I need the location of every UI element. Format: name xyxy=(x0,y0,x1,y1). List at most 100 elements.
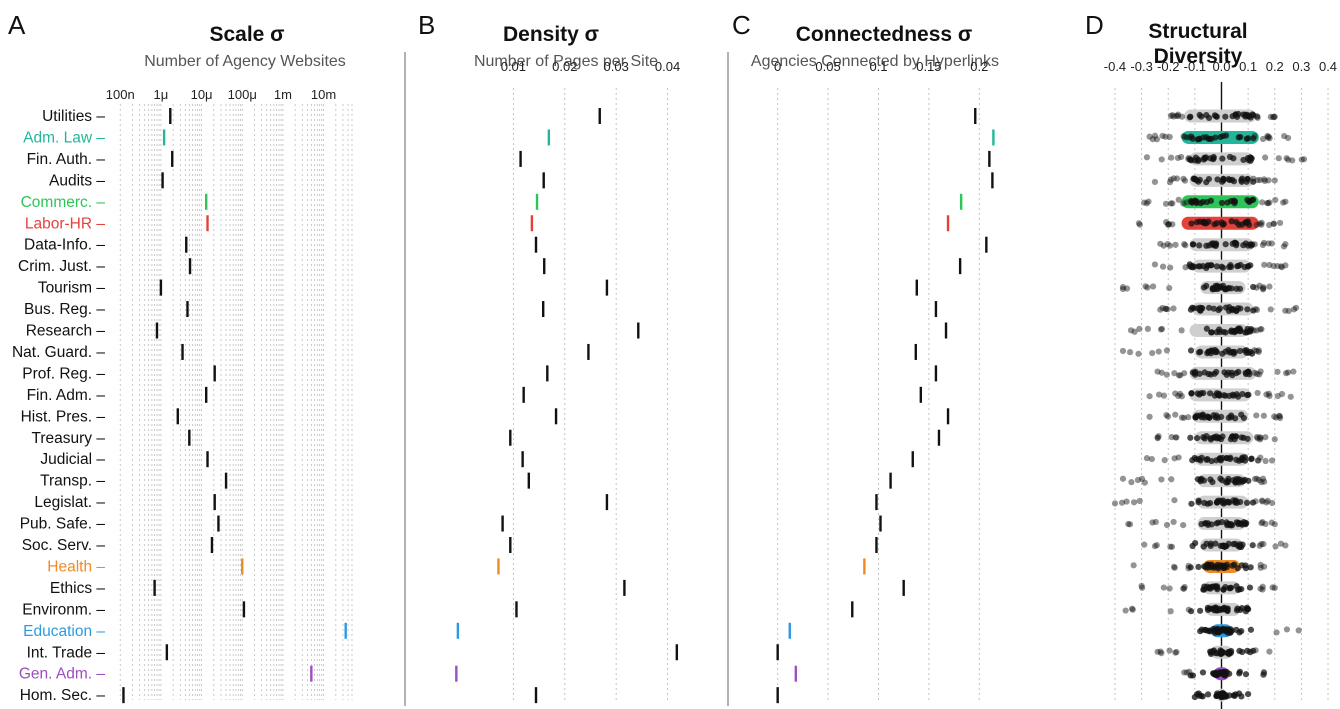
diversity-dot xyxy=(1227,585,1234,592)
diversity-dot xyxy=(1164,413,1172,420)
diversity-dot xyxy=(1204,413,1211,420)
diversity-dot xyxy=(1134,476,1142,484)
diversity-dot xyxy=(1158,156,1165,163)
diversity-dot xyxy=(1149,136,1156,143)
diversity-dot xyxy=(1197,478,1204,485)
diversity-dot xyxy=(1150,283,1157,290)
diversity-dot xyxy=(1171,455,1178,462)
diversity-dot xyxy=(1245,391,1252,398)
diversity-dot xyxy=(1298,156,1305,163)
diversity-dot xyxy=(1274,392,1281,400)
category-label: Crim. Just. – xyxy=(18,258,105,275)
diversity-dot xyxy=(1164,221,1172,228)
diversity-dot xyxy=(1197,307,1204,314)
diversity-dot xyxy=(1195,563,1202,571)
diversity-dot xyxy=(1141,541,1148,548)
diversity-dot xyxy=(1151,261,1159,268)
diversity-dot xyxy=(1178,113,1186,120)
diversity-dot xyxy=(1203,111,1210,119)
diversity-dot xyxy=(1249,196,1257,203)
diversity-dot xyxy=(1167,176,1175,183)
panel-title: Connectedness σ xyxy=(796,23,973,46)
category-label: Research – xyxy=(26,323,106,340)
grid-layer xyxy=(119,88,1329,700)
diversity-dot xyxy=(1261,669,1268,676)
diversity-dot xyxy=(1136,497,1143,505)
diversity-dot xyxy=(1267,306,1274,313)
x-tick-label: 0.2 xyxy=(1266,59,1284,74)
diversity-dot xyxy=(1204,564,1212,571)
diversity-dot xyxy=(1234,113,1241,120)
diversity-dot xyxy=(1206,390,1214,397)
diversity-dot xyxy=(1153,542,1160,549)
diversity-dot xyxy=(1170,305,1177,312)
diversity-dot xyxy=(1250,112,1257,119)
diversity-dot xyxy=(1284,134,1292,142)
diversity-dot xyxy=(1252,305,1259,313)
diversity-dot xyxy=(1233,307,1240,315)
diversity-dot xyxy=(1258,219,1265,226)
panel-title-line2: Diversity xyxy=(1154,45,1243,68)
diversity-dot xyxy=(1284,156,1292,163)
diversity-dot xyxy=(1217,497,1224,504)
diversity-dot xyxy=(1282,542,1289,549)
category-label: Hist. Pres. – xyxy=(21,408,106,425)
diversity-dot xyxy=(1257,176,1264,184)
diversity-dot xyxy=(1223,564,1230,571)
diversity-dot xyxy=(1181,177,1189,184)
diversity-dot xyxy=(1210,412,1217,419)
diversity-dot xyxy=(1242,562,1249,569)
diversity-dot xyxy=(1163,371,1170,378)
diversity-dot xyxy=(1228,328,1235,335)
diversity-dot xyxy=(1271,413,1278,420)
diversity-dot xyxy=(1126,521,1134,528)
diversity-dot xyxy=(1290,306,1298,313)
diversity-dot xyxy=(1224,498,1231,505)
diversity-dot xyxy=(1207,197,1214,204)
category-label: Hom. Sec. – xyxy=(20,687,106,704)
category-label: Labor-HR – xyxy=(25,215,105,232)
diversity-dot xyxy=(1266,221,1273,229)
diversity-dot xyxy=(1262,154,1269,161)
diversity-dot xyxy=(1280,243,1288,250)
diversity-dot xyxy=(1196,412,1203,419)
diversity-dot xyxy=(1237,606,1244,613)
diversity-dot xyxy=(1128,605,1136,612)
diversity-dot xyxy=(1152,518,1159,526)
diversity-dot xyxy=(1178,327,1185,334)
diversity-dot xyxy=(1146,413,1153,420)
diversity-dot xyxy=(1236,285,1244,292)
x-tick-label: 0.2 xyxy=(970,59,988,74)
diversity-dot xyxy=(1168,433,1175,441)
diversity-dot xyxy=(1171,497,1178,504)
diversity-dot xyxy=(1260,239,1268,246)
diversity-dot xyxy=(1215,306,1222,314)
diversity-dot xyxy=(1136,325,1143,333)
diversity-dot xyxy=(1282,198,1289,205)
diversity-dot xyxy=(1256,434,1264,441)
diversity-dot xyxy=(1155,348,1162,355)
diversity-dot xyxy=(1218,219,1225,226)
diversity-dot xyxy=(1257,368,1264,375)
diversity-dot xyxy=(1255,347,1262,354)
diversity-dot xyxy=(1250,283,1257,291)
diversity-dot xyxy=(1278,264,1285,271)
x-tick-label: 0.15 xyxy=(916,59,941,74)
diversity-dot xyxy=(1238,693,1245,700)
category-label: Ethics – xyxy=(50,580,106,597)
diversity-dot xyxy=(1268,457,1276,464)
panel-subtitle: Agencies Connected by Hyperlinks xyxy=(751,53,999,70)
diversity-dot xyxy=(1138,582,1145,590)
diversity-dot xyxy=(1141,479,1148,486)
diversity-dot xyxy=(1265,133,1272,140)
category-label: Nat. Guard. – xyxy=(12,344,105,361)
category-label: Soc. Serv. – xyxy=(22,537,106,554)
diversity-dot xyxy=(1213,263,1221,270)
x-tick-label: 0.02 xyxy=(552,59,577,74)
diversity-dot xyxy=(1290,368,1297,375)
diversity-dot xyxy=(1261,563,1268,570)
diversity-dot xyxy=(1177,372,1184,379)
x-tick-label: -0.4 xyxy=(1104,59,1126,74)
diversity-dot xyxy=(1260,669,1267,676)
diversity-dot xyxy=(1210,242,1217,249)
